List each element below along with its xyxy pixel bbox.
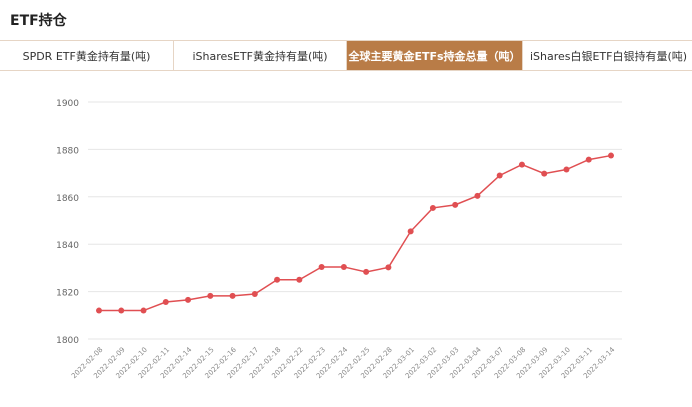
tab-spdr-gold[interactable]: SPDR ETF黄金持有量(吨) xyxy=(0,41,174,70)
data-point xyxy=(585,156,592,163)
tab-ishares-silver[interactable]: iShares白银ETF白银持有量(吨) xyxy=(529,49,688,63)
data-point xyxy=(274,276,281,283)
data-point xyxy=(518,161,525,168)
data-point xyxy=(340,263,347,270)
data-point xyxy=(185,296,192,303)
data-point xyxy=(563,166,570,173)
y-tick-label: 1820 xyxy=(56,289,79,299)
y-tick-label: 1900 xyxy=(56,99,79,109)
y-tick-label: 1840 xyxy=(56,241,79,251)
data-point xyxy=(474,192,481,199)
data-point xyxy=(96,307,102,314)
tab-bar: SPDR ETF黄金持有量(吨) iSharesETF黄金持有量(吨) 全球主要… xyxy=(0,40,692,71)
data-point xyxy=(318,263,325,270)
data-point xyxy=(496,172,503,179)
data-point xyxy=(140,307,147,314)
data-point xyxy=(385,264,392,271)
data-point xyxy=(407,228,414,235)
data-point xyxy=(452,201,459,208)
data-point xyxy=(118,307,125,314)
data-point xyxy=(429,204,436,211)
data-point xyxy=(363,268,370,275)
data-point xyxy=(296,276,303,283)
y-tick-label: 1860 xyxy=(56,194,79,204)
data-point xyxy=(162,299,169,306)
data-point xyxy=(541,170,548,177)
y-tick-label: 1800 xyxy=(56,336,79,346)
page-title: ETF持仓 xyxy=(10,13,67,29)
tab-global-gold-etfs[interactable]: 全球主要黄金ETFs持金总量（吨） xyxy=(347,41,523,70)
data-point xyxy=(608,152,614,159)
y-tick-label: 1880 xyxy=(56,146,79,156)
data-point xyxy=(251,290,258,297)
data-point xyxy=(229,292,236,299)
series-line xyxy=(99,154,612,312)
data-point xyxy=(207,292,214,299)
tab-ishares-gold[interactable]: iSharesETF黄金持有量(吨) xyxy=(174,41,347,70)
